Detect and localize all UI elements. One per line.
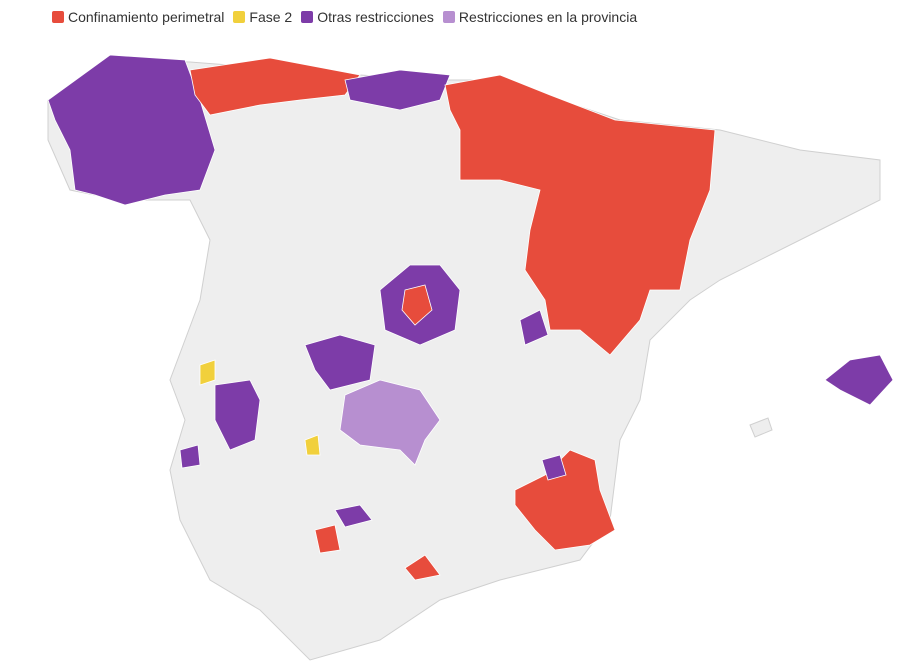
extremadura xyxy=(214,379,261,451)
mallorca xyxy=(824,354,894,406)
menorca-ibiza xyxy=(749,417,773,438)
asturias-cantabria xyxy=(189,57,361,116)
legend-item[interactable]: Otras restricciones xyxy=(301,9,434,25)
legend-swatch xyxy=(233,11,246,23)
legend-label: Confinamiento perimetral xyxy=(68,9,225,25)
granada xyxy=(404,554,441,581)
fase2-a xyxy=(199,359,216,386)
cordoba xyxy=(314,524,341,554)
legend-swatch xyxy=(301,11,314,23)
albacete xyxy=(541,454,567,481)
north-east xyxy=(444,74,716,356)
legend-item[interactable]: Fase 2 xyxy=(233,9,292,25)
legend: Confinamiento perimetral Fase 2 Otras rest… xyxy=(52,9,637,25)
fase2-b xyxy=(304,434,321,456)
ciudad-real xyxy=(179,444,201,469)
legend-swatch xyxy=(52,11,64,23)
cantabria-east xyxy=(344,69,451,111)
teruel xyxy=(519,309,549,346)
galicia xyxy=(47,54,216,206)
legend-item[interactable]: Confinamiento perimetral xyxy=(52,9,224,25)
legend-label: Restricciones en la provincia xyxy=(458,9,638,25)
legend-label: Otras restricciones xyxy=(317,9,434,25)
jaen xyxy=(334,504,373,528)
legend-item[interactable]: Restricciones en la provincia xyxy=(442,9,638,25)
madrid-red xyxy=(401,284,433,326)
legend-swatch xyxy=(442,11,455,23)
toledo xyxy=(304,334,376,391)
murcia xyxy=(514,449,616,551)
cuenca xyxy=(339,379,441,466)
legend-label: Fase 2 xyxy=(249,9,293,25)
